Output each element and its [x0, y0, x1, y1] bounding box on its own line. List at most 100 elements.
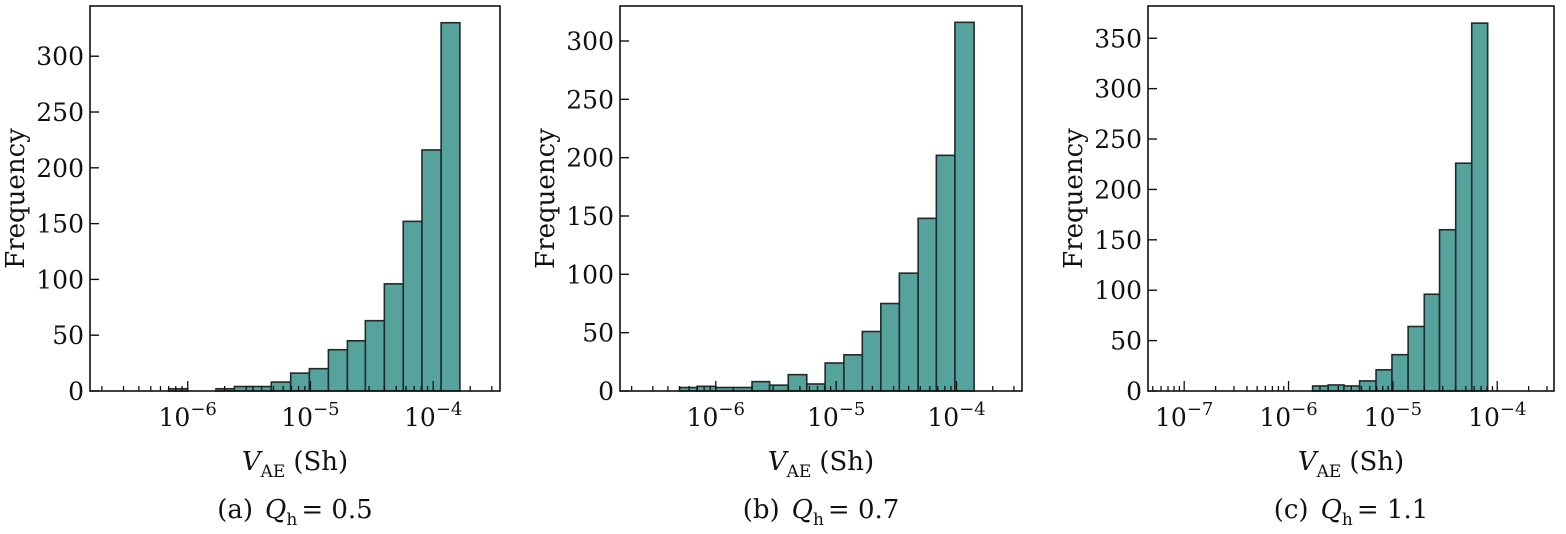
- y-tick-label: 100: [1094, 276, 1142, 305]
- caption-prefix: (c): [1274, 495, 1309, 525]
- histogram-bar: [954, 21, 975, 392]
- histogram-bar: [917, 217, 938, 392]
- x-tick-exponent: −4: [959, 399, 986, 420]
- caption-value: = 0.5: [301, 495, 372, 525]
- y-axis-label: Frequency: [1059, 128, 1089, 269]
- panel-a: 0 50 100 150 200 250 300 10−6 10−5 10−4 Frequency V…: [0, 0, 522, 534]
- histogram-bar: [1327, 384, 1345, 392]
- y-tick-label: 350: [1094, 24, 1142, 53]
- y-tick-label: 300: [36, 42, 84, 71]
- x-tick-base: 10: [927, 403, 959, 432]
- x-label-symbol: V: [242, 447, 263, 477]
- x-tick-label: 10−5: [281, 399, 339, 432]
- histogram-bar: [768, 384, 790, 392]
- x-tick-exponent: −6: [718, 399, 745, 420]
- y-tick-label: 50: [1110, 327, 1142, 356]
- x-tick-base: 10: [807, 403, 839, 432]
- histogram-bar: [346, 339, 367, 392]
- y-tick-label: 50: [582, 319, 614, 348]
- y-tick-label: 50: [52, 321, 84, 350]
- caption-subscript: h: [1342, 510, 1353, 530]
- plot-frame: [89, 5, 501, 392]
- histogram-bar: [1423, 293, 1441, 392]
- x-tick-exponent: −7: [1187, 399, 1214, 420]
- x-tick-label: 10−6: [1259, 399, 1317, 432]
- x-tick-exponent: −5: [313, 399, 340, 420]
- caption-symbol: Q: [265, 495, 286, 525]
- histogram-bar: [270, 381, 292, 392]
- caption-prefix: (a): [217, 495, 253, 525]
- panel-caption: (c) Qh = 1.1: [1274, 495, 1429, 530]
- y-tick-label: 150: [1094, 226, 1142, 255]
- histogram-bar: [1375, 369, 1393, 392]
- y-axis-label: Frequency: [531, 128, 561, 269]
- x-tick-exponent: −6: [1291, 399, 1318, 420]
- y-tick-label: 0: [68, 377, 84, 406]
- histogram-bar: [327, 348, 349, 392]
- x-tick-exponent: −4: [1500, 399, 1527, 420]
- caption-value: = 0.7: [828, 495, 899, 525]
- panel-c: 0 50 100 150 200 250 300 350 10−7 10−6 10−5 10−4 Fre…: [1044, 0, 1566, 534]
- histogram-bar: [308, 367, 330, 392]
- y-tick-label: 0: [1126, 377, 1142, 406]
- x-tick-label: 10−4: [927, 399, 985, 432]
- y-tick-label: 250: [36, 98, 84, 127]
- x-tick-base: 10: [1364, 403, 1396, 432]
- x-tick-label: 10−6: [687, 399, 745, 432]
- x-tick-base: 10: [1155, 403, 1187, 432]
- y-axis-label: Frequency: [1, 128, 31, 269]
- y-tick-label: 200: [566, 144, 614, 173]
- x-tick-base: 10: [1468, 403, 1500, 432]
- y-tick-label: 300: [1094, 75, 1142, 104]
- plot-frame: [1147, 5, 1555, 392]
- histogram-bar: [364, 319, 386, 392]
- histogram-bar: [787, 373, 808, 392]
- x-label-symbol: V: [1298, 447, 1319, 477]
- y-tick-label: 100: [566, 260, 614, 289]
- histogram-bar: [421, 149, 442, 392]
- plot-frame: [619, 5, 1023, 392]
- x-tick-base: 10: [404, 403, 436, 432]
- x-tick-exponent: −4: [436, 399, 463, 420]
- x-tick-label: 10−5: [1364, 399, 1422, 432]
- caption-subscript: h: [813, 510, 824, 530]
- caption-prefix: (b): [743, 495, 780, 525]
- caption-value: = 1.1: [1357, 495, 1428, 525]
- y-tick-label: 0: [598, 377, 614, 406]
- histogram-bar: [1438, 228, 1457, 392]
- histogram-bar: [880, 302, 901, 392]
- histogram-bar: [824, 362, 845, 392]
- x-tick-base: 10: [687, 403, 719, 432]
- x-label-unit: (Sh): [819, 447, 874, 477]
- x-label-subscript: AE: [1316, 462, 1342, 482]
- caption-subscript: h: [286, 510, 297, 530]
- x-axis-label: VAE (Sh): [1298, 447, 1404, 482]
- x-tick-label: 10−6: [159, 399, 217, 432]
- panel-caption: (a) Qh = 0.5: [217, 495, 372, 530]
- x-tick-base: 10: [159, 403, 191, 432]
- y-tick-label: 150: [36, 210, 84, 239]
- y-tick-label: 300: [566, 27, 614, 56]
- caption-symbol: Q: [1321, 495, 1342, 525]
- y-tick-label: 200: [1094, 175, 1142, 204]
- x-tick-base: 10: [281, 403, 313, 432]
- histogram-bar: [440, 21, 461, 392]
- histogram-bar: [751, 380, 771, 392]
- x-tick-label: 10−4: [404, 399, 462, 432]
- panel-caption: (b) Qh = 0.7: [743, 495, 900, 530]
- x-label-subscript: AE: [260, 462, 286, 482]
- x-tick-exponent: −6: [190, 399, 217, 420]
- x-tick-label: 10−7: [1155, 399, 1213, 432]
- histogram-bar: [402, 220, 423, 392]
- histogram-bar: [861, 330, 882, 392]
- histogram-bar: [289, 372, 311, 392]
- histogram-bar: [1407, 325, 1426, 392]
- x-tick-exponent: −5: [1396, 399, 1423, 420]
- x-label-unit: (Sh): [293, 447, 348, 477]
- histogram-bar: [843, 354, 864, 392]
- x-label-symbol: V: [768, 447, 789, 477]
- x-axis-label: VAE (Sh): [242, 447, 348, 482]
